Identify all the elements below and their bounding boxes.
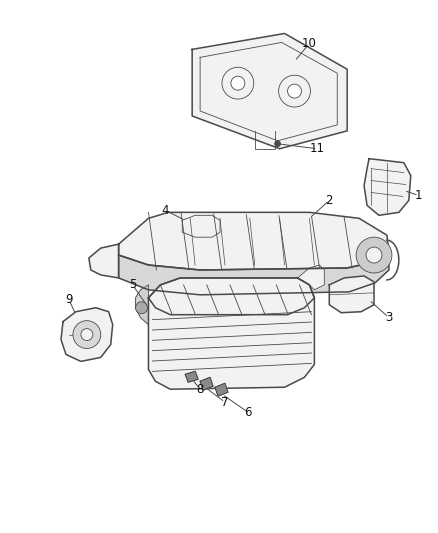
- Polygon shape: [119, 252, 389, 295]
- Circle shape: [356, 237, 392, 273]
- Circle shape: [288, 84, 301, 98]
- Text: 4: 4: [162, 204, 169, 217]
- Polygon shape: [297, 265, 324, 290]
- Polygon shape: [89, 244, 119, 278]
- Polygon shape: [135, 285, 148, 325]
- Circle shape: [279, 75, 311, 107]
- Polygon shape: [148, 278, 314, 389]
- Polygon shape: [61, 308, 113, 361]
- Polygon shape: [364, 159, 411, 215]
- Circle shape: [73, 321, 101, 349]
- Polygon shape: [192, 34, 347, 149]
- Polygon shape: [200, 377, 213, 390]
- Polygon shape: [119, 212, 389, 270]
- Text: 3: 3: [385, 311, 392, 324]
- Circle shape: [366, 247, 382, 263]
- Polygon shape: [185, 372, 198, 382]
- Polygon shape: [215, 383, 228, 396]
- Text: 2: 2: [325, 194, 333, 207]
- Polygon shape: [182, 215, 220, 237]
- Circle shape: [135, 302, 148, 314]
- Circle shape: [231, 76, 245, 90]
- Circle shape: [222, 67, 254, 99]
- Text: 5: 5: [129, 278, 136, 292]
- Text: 1: 1: [415, 189, 423, 202]
- Text: 7: 7: [221, 395, 229, 409]
- Circle shape: [81, 329, 93, 341]
- Text: 9: 9: [65, 293, 73, 306]
- Text: 6: 6: [244, 406, 251, 418]
- Polygon shape: [148, 278, 314, 314]
- Polygon shape: [329, 276, 374, 313]
- Text: 11: 11: [310, 142, 325, 155]
- Circle shape: [275, 141, 281, 147]
- Text: 10: 10: [302, 37, 317, 50]
- Text: 8: 8: [196, 383, 204, 395]
